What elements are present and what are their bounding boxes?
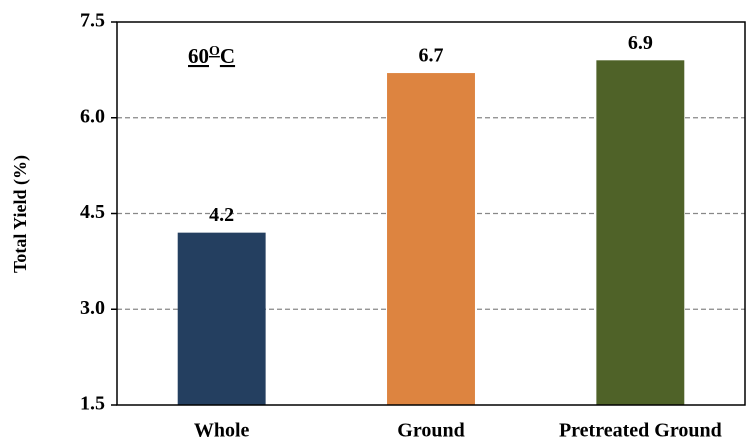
plot-frame (116, 21, 746, 406)
y-tick-label: 4.5 (80, 201, 105, 223)
y-tick-label: 7.5 (80, 10, 105, 32)
annotation-part: 60 (188, 44, 209, 68)
value-label: 6.7 (419, 45, 444, 67)
bar (387, 73, 475, 406)
annotation-part: C (220, 44, 235, 68)
y-tick-label: 3.0 (80, 297, 105, 319)
y-tick-label: 6.0 (80, 105, 105, 127)
x-tick-label: Ground (397, 420, 464, 442)
y-tick-label: 1.5 (80, 393, 105, 415)
annotation-sup: O (209, 44, 220, 59)
bar (596, 60, 685, 406)
annotation: 60OC (188, 44, 235, 68)
value-label: 6.9 (628, 32, 653, 54)
y-axis-title: Total Yield (%) (10, 155, 31, 273)
x-tick-label: Pretreated Ground (559, 420, 722, 442)
value-label: 4.2 (209, 204, 234, 226)
x-tick-label: Whole (194, 420, 250, 442)
bar (177, 232, 266, 405)
